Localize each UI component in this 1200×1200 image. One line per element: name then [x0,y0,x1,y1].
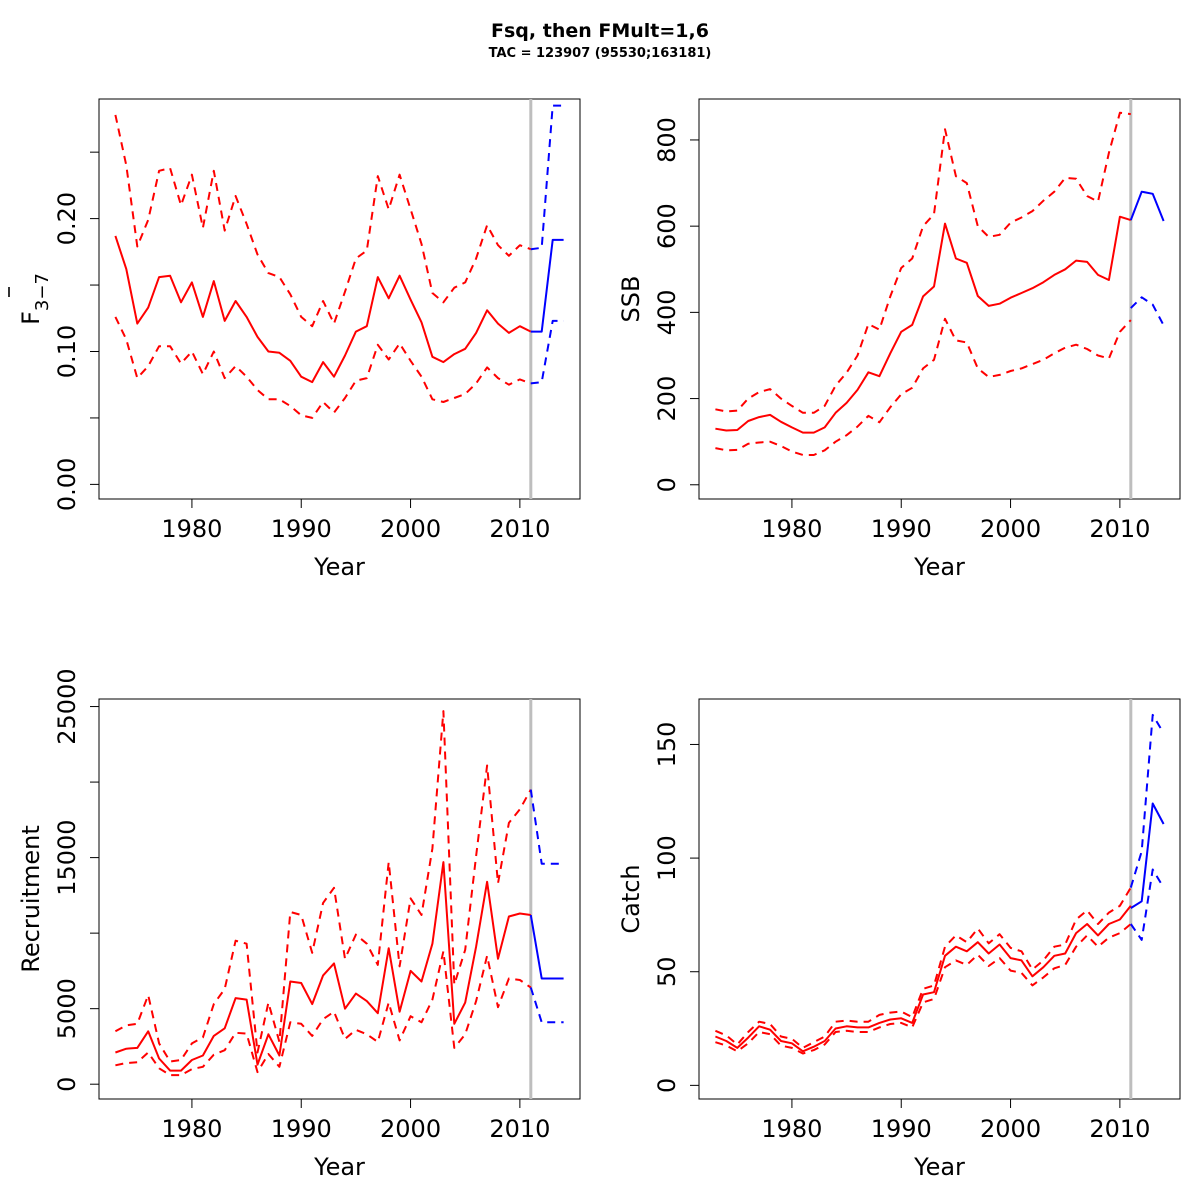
catch-y-tick-label: 150 [653,722,681,768]
catch-x-tick-label: 2010 [1089,1115,1150,1143]
ssb-y-tick-label: 0 [653,477,681,492]
recruitment-plot-frame [98,698,581,1100]
recruitment-series-lower [115,950,532,1077]
catch-series-proj-upper [1129,713,1165,888]
recruitment-series-proj-upper [529,789,564,865]
catch-series-proj-estimate [1130,802,1165,909]
ssb-plot-frame [698,98,1181,500]
catch-series-estimate [715,905,1132,1053]
catch-x-tick-label: 1980 [761,1115,822,1143]
recruitment-series-estimate [115,861,531,1072]
fbar-y-axis-label-sub: 3−7 [32,273,53,311]
fbar-y-tick-label: 0.10 [53,325,81,378]
fbar-x-tick-label: 2010 [489,515,550,543]
recruitment-y-tick-label: 15000 [53,819,81,895]
ssb-series-proj-lower [1130,296,1165,326]
fbar-plot-frame [98,98,581,500]
recruitment-y-tick-label: 25000 [53,668,81,744]
catch-plot-frame [698,698,1181,1100]
ssb-x-axis-label: Year [913,553,965,581]
ssb-y-tick-label: 200 [653,376,681,422]
fbar-series-estimate [114,235,532,384]
figure-title: Fsq, then FMult=1,6 [491,20,709,42]
catch-series-proj-lower [1129,868,1165,941]
recruitment-x-tick-label: 1980 [161,1115,222,1143]
fbar-series-proj-upper [530,104,564,251]
catch-series-upper [715,887,1132,1049]
ssb-series-estimate [715,215,1132,434]
ssb-y-axis-label: SSB [617,276,645,323]
ssb-y-tick-label: 600 [653,203,681,249]
fbar-series-proj-estimate [530,238,564,333]
recruitment-series-proj-estimate [529,914,564,980]
recruitment-series-proj-lower [529,987,564,1024]
recruitment-x-tick-label: 1990 [271,1115,332,1143]
fbar-y-axis-label-main: F [17,311,45,325]
recruitment-y-tick-label: 0 [53,1077,81,1092]
recruitment-y-tick-label: 5000 [53,978,81,1039]
catch-y-tick-label: 50 [653,956,681,987]
catch-y-axis-label: Catch [617,864,645,933]
recruitment-x-axis-label: Year [313,1153,365,1181]
ssb-y-tick-label: 400 [653,289,681,335]
ssb-y-tick-label: 800 [653,117,681,163]
catch-y-axis-label-main: Catch [617,864,645,933]
fbar-x-tick-label: 2000 [380,515,441,543]
ssb-x-tick-label: 1980 [761,515,822,543]
catch-series-lower [715,923,1132,1055]
ssb-series-proj-estimate [1129,190,1165,222]
ssb-x-tick-label: 2000 [980,515,1041,543]
fbar-series-upper [114,114,532,328]
recruitment-x-tick-label: 2000 [380,1115,441,1143]
fbar-x-axis-label: Year [313,553,365,581]
ssb-x-tick-label: 2010 [1089,515,1150,543]
ssb-x-tick-label: 1990 [871,515,932,543]
fbar-y-axis-label: F3−7 [17,273,53,325]
recruitment-x-tick-label: 2010 [489,1115,550,1143]
catch-y-tick-label: 0 [653,1078,681,1093]
fbar-y-tick-label: 0.20 [53,192,81,245]
fbar-x-tick-label: 1990 [271,515,332,543]
catch-x-tick-label: 2000 [980,1115,1041,1143]
catch-x-axis-label: Year [913,1153,965,1181]
catch-y-tick-label: 100 [653,835,681,881]
recruitment-series-upper [114,710,532,1063]
ssb-y-axis-label-main: SSB [617,276,645,323]
fbar-series-lower [114,316,532,419]
catch-x-tick-label: 1990 [871,1115,932,1143]
recruitment-y-axis-label-main: Recruitment [17,825,45,972]
fbar-y-tick-label: 0.00 [53,458,81,511]
recruitment-y-axis-label: Recruitment [17,825,45,972]
figure-subtitle: TAC = 123907 (95530;163181) [488,46,712,61]
ssb-series-upper [715,111,1131,414]
fbar-x-tick-label: 1980 [161,515,222,543]
fbar-series-proj-lower [530,319,564,385]
ssb-series-lower [715,317,1132,456]
